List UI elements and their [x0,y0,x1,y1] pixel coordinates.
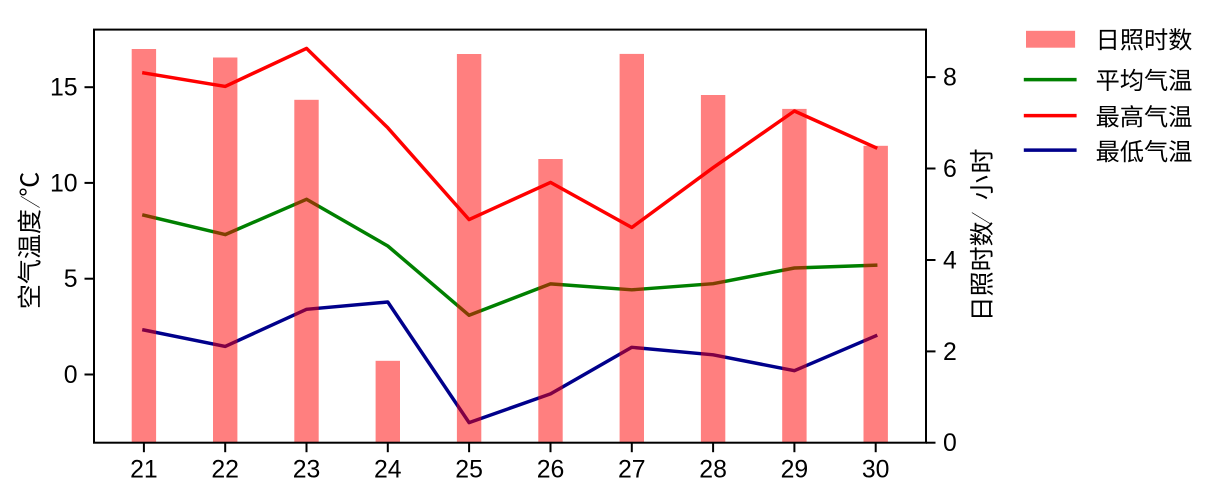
svg-text:24: 24 [374,456,402,483]
svg-text:27: 27 [618,456,646,483]
svg-text:26: 26 [537,456,565,483]
svg-text:5: 5 [64,266,78,293]
svg-text:10: 10 [50,170,78,197]
svg-text:23: 23 [293,456,321,483]
svg-text:22: 22 [211,456,239,483]
svg-text:28: 28 [699,456,727,483]
svg-text:6: 6 [943,156,957,183]
svg-text:15: 15 [50,75,78,102]
svg-text:0: 0 [943,430,957,457]
svg-text:25: 25 [455,456,483,483]
svg-text:4: 4 [943,248,957,275]
svg-text:0: 0 [64,362,78,389]
svg-text:30: 30 [862,456,890,483]
svg-text:29: 29 [781,456,809,483]
svg-text:8: 8 [943,65,957,92]
svg-text:21: 21 [130,456,158,483]
svg-text:2: 2 [943,339,957,366]
